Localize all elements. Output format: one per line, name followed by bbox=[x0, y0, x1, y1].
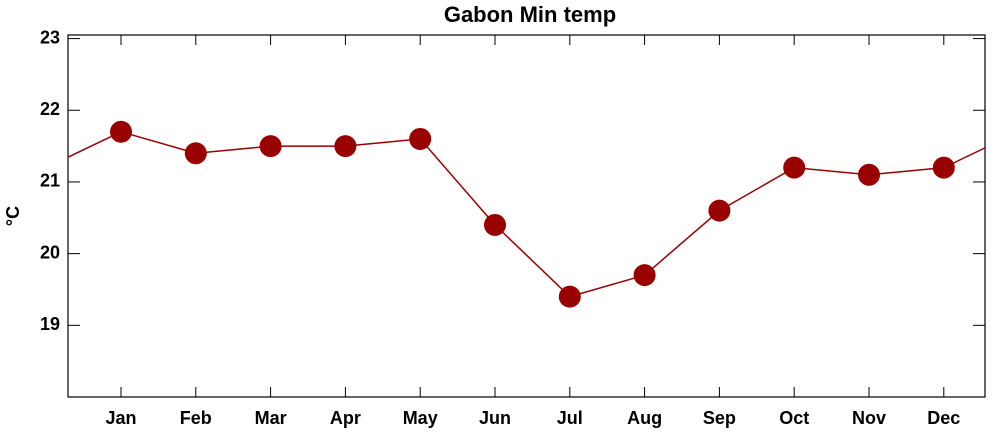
marker bbox=[110, 120, 132, 143]
x-tick-label: Sep bbox=[703, 408, 736, 428]
marker bbox=[484, 213, 506, 236]
x-tick-label: Jun bbox=[479, 408, 511, 428]
y-tick-label: 21 bbox=[40, 171, 60, 191]
x-tick-label: Mar bbox=[255, 408, 287, 428]
y-tick-label: 20 bbox=[40, 242, 60, 262]
marker bbox=[633, 264, 656, 287]
marker bbox=[334, 135, 357, 158]
marker bbox=[783, 156, 806, 179]
y-axis-label: °C bbox=[3, 206, 23, 226]
plot-frame bbox=[67, 34, 986, 398]
marker bbox=[409, 127, 432, 150]
x-tick-label: Oct bbox=[779, 408, 809, 428]
x-tick-label: Feb bbox=[180, 408, 212, 428]
marker bbox=[708, 199, 731, 222]
x-tick-label: Jul bbox=[557, 408, 583, 428]
x-tick-label: Apr bbox=[330, 408, 361, 428]
x-tick-label: Aug bbox=[627, 408, 662, 428]
marker bbox=[932, 156, 955, 179]
marker bbox=[558, 285, 581, 308]
marker bbox=[259, 135, 282, 158]
x-tick-label: Dec bbox=[927, 408, 960, 428]
x-tick-label: Jan bbox=[105, 408, 136, 428]
marker bbox=[184, 142, 207, 165]
y-tick-label: 22 bbox=[40, 99, 60, 119]
y-tick-label: 23 bbox=[40, 27, 60, 47]
x-tick-label: Nov bbox=[852, 408, 886, 428]
chart-title: Gabon Min temp bbox=[444, 2, 616, 27]
marker bbox=[858, 163, 880, 186]
x-tick-label: May bbox=[403, 408, 438, 428]
series-line bbox=[120, 131, 944, 298]
y-tick-label: 19 bbox=[40, 314, 60, 334]
